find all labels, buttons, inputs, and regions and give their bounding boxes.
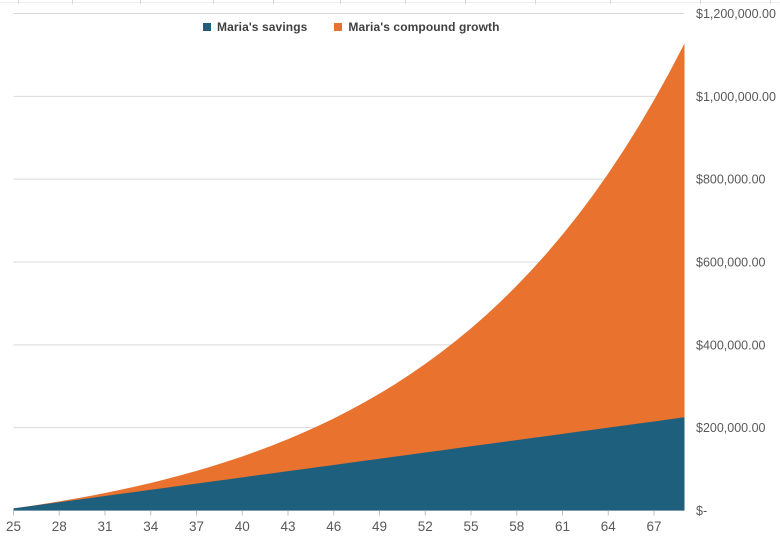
area-savings — [13, 417, 685, 511]
area-series — [13, 43, 685, 511]
legend-item-growth: Maria's compound growth — [334, 20, 499, 34]
svg-text:31: 31 — [97, 519, 112, 534]
svg-text:55: 55 — [463, 519, 478, 534]
area-compound-growth — [13, 43, 685, 511]
svg-text:64: 64 — [601, 519, 617, 534]
chart-legend: Maria's savings Maria's compound growth — [203, 20, 500, 34]
svg-text:43: 43 — [280, 519, 295, 534]
svg-text:$600,000.00: $600,000.00 — [696, 256, 766, 270]
svg-text:34: 34 — [143, 519, 159, 534]
x-axis-labels: 25 28 31 34 37 40 43 46 49 52 55 58 61 64 67 — [6, 519, 662, 534]
legend-item-savings: Maria's savings — [203, 20, 307, 34]
svg-text:40: 40 — [235, 519, 250, 534]
legend-marker-growth-icon — [334, 23, 343, 31]
legend-label-savings: Maria's savings — [217, 20, 308, 34]
spreadsheet-edge-artifact — [0, 0, 780, 5]
svg-text:52: 52 — [418, 519, 433, 534]
svg-text:$800,000.00: $800,000.00 — [696, 173, 766, 187]
legend-marker-savings-icon — [203, 23, 211, 31]
svg-text:61: 61 — [555, 519, 570, 534]
y-axis-labels: $- $200,000.00 $400,000.00 $600,000.00 $800,… — [696, 7, 776, 518]
svg-text:25: 25 — [6, 519, 21, 534]
svg-text:$1,000,000.00: $1,000,000.00 — [696, 90, 776, 104]
svg-text:46: 46 — [326, 519, 341, 534]
svg-text:37: 37 — [189, 519, 204, 534]
svg-text:28: 28 — [52, 519, 67, 534]
svg-text:$-: $- — [696, 504, 707, 518]
svg-text:49: 49 — [372, 519, 387, 534]
legend-label-growth: Maria's compound growth — [348, 20, 500, 34]
svg-text:67: 67 — [646, 519, 661, 534]
x-axis-ticks — [13, 511, 655, 516]
svg-text:$1,200,000.00: $1,200,000.00 — [696, 7, 776, 21]
svg-text:$200,000.00: $200,000.00 — [696, 421, 766, 435]
svg-text:58: 58 — [509, 519, 524, 534]
svg-text:$400,000.00: $400,000.00 — [696, 338, 766, 352]
